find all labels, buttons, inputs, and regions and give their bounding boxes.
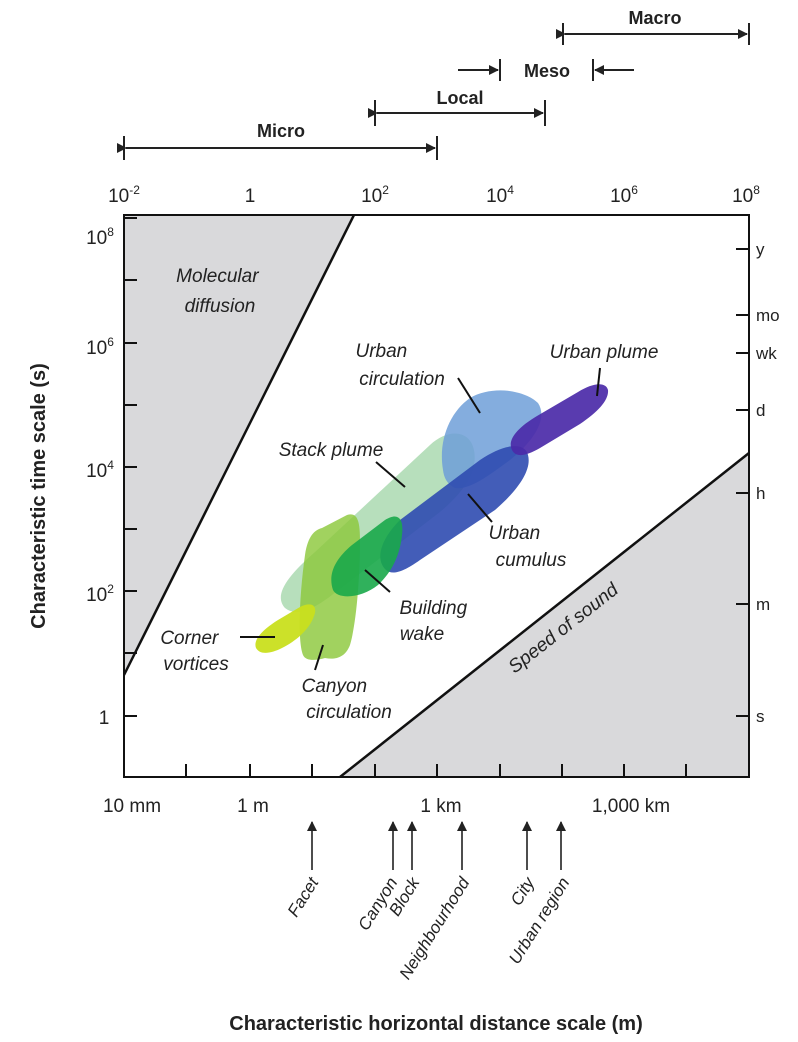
meso-label: Meso — [524, 61, 570, 81]
corner-vortices-blob — [255, 604, 316, 653]
unit-label: s — [756, 707, 765, 726]
top-tick: 106 — [610, 183, 638, 207]
phenomena-line: wake — [400, 624, 444, 645]
phenomena-labels: Urban plume Urban circulation Stack plum… — [160, 341, 658, 723]
unit-label: h — [756, 484, 765, 503]
building-wake-blob — [331, 516, 403, 597]
phenomena-line: circulation — [359, 369, 445, 390]
plot-area — [123, 214, 750, 778]
canyon-circulation-leader — [314, 644, 324, 671]
diffusion-word: diffusion — [185, 296, 256, 317]
top-tick: 1 — [245, 186, 256, 207]
top-tick: 104 — [486, 183, 514, 207]
local-label: Local — [436, 88, 483, 108]
phenomena-line: circulation — [306, 702, 392, 723]
macro-range: Macro — [556, 8, 750, 45]
bottom-tick: 10 mm — [103, 796, 161, 817]
urban-circulation-blob — [441, 390, 542, 489]
urban-plume-label: Urban plume — [550, 342, 659, 363]
macro-label: Macro — [628, 8, 681, 28]
building-wake-leader — [364, 569, 391, 593]
left-axis-ticks — [124, 217, 137, 717]
unit-label: m — [756, 595, 770, 614]
right-axis: y mo wk d h m s — [755, 240, 780, 726]
top-tick: 10-2 — [108, 183, 140, 207]
urban-cumulus-blob — [380, 446, 529, 573]
city-label: City — [507, 873, 539, 909]
phenomena-blobs — [255, 384, 609, 660]
molecular-word: Molecular — [176, 266, 259, 287]
phenomena-line: Urban — [488, 523, 540, 544]
leader-lines — [240, 367, 601, 671]
urban-plume-blob — [510, 384, 609, 456]
unit-label: d — [756, 401, 765, 420]
urban-circulation-label: Urban circulation — [355, 341, 444, 390]
bottom-axis: 10 mm 1 m 1 km 1,000 km — [103, 796, 670, 817]
top-tick: 108 — [732, 183, 760, 207]
unit-label: wk — [755, 344, 777, 363]
urban-cumulus-label: Urban cumulus — [488, 523, 566, 571]
unit-label: y — [756, 240, 765, 259]
phenomena-line: Urban — [355, 341, 407, 362]
bottom-tick: 1,000 km — [592, 796, 670, 817]
stack-plume-leader — [375, 461, 406, 488]
urban-unit-arrows — [307, 821, 566, 870]
left-tick: 104 — [86, 458, 114, 482]
facet-label: Facet — [284, 873, 323, 920]
left-tick: 1 — [99, 708, 110, 729]
molecular-diffusion-boundary — [124, 215, 356, 676]
urban-unit-labels: Facet Canyon Block Neighbourhood City Ur… — [284, 873, 574, 983]
top-tick: 102 — [361, 183, 389, 207]
phenomena-line: vortices — [163, 654, 229, 675]
urban-circulation-leader — [457, 377, 481, 414]
speed-of-sound-boundary — [339, 452, 749, 777]
urban-plume-leader — [596, 367, 601, 397]
molecular-diffusion-label: Molecular diffusion — [176, 266, 264, 317]
bottom-axis-title: Characteristic horizontal distance scale… — [229, 1013, 642, 1035]
scale-ranges: Macro Meso Local Micro — [117, 8, 750, 160]
unit-label: mo — [756, 306, 780, 325]
building-wake-label: Building wake — [400, 598, 473, 645]
left-tick: 106 — [86, 335, 114, 359]
urban-cumulus-leader — [467, 493, 493, 523]
local-range: Local — [368, 88, 546, 126]
phenomena-line: cumulus — [496, 550, 567, 571]
bottom-tick: 1 m — [237, 796, 269, 817]
corner-vortices-label: Corner vortices — [160, 628, 229, 675]
left-axis-title: Characteristic time scale (s) — [28, 363, 50, 629]
micro-label: Micro — [257, 121, 305, 141]
right-axis-ticks — [736, 248, 749, 717]
left-tick: 108 — [86, 225, 114, 249]
top-axis: 10-2 1 102 104 106 108 — [108, 183, 760, 207]
stack-plume-label: Stack plume — [279, 440, 384, 461]
micro-range: Micro — [117, 121, 438, 160]
canyon-circulation-blob — [299, 514, 360, 660]
bottom-tick: 1 km — [420, 796, 461, 817]
left-axis: 108 106 104 102 1 Characteristic time sc… — [28, 225, 114, 729]
canyon-circulation-label: Canyon circulation — [302, 676, 392, 723]
phenomena-line: Building — [400, 598, 468, 619]
bottom-axis-ticks — [185, 764, 687, 777]
phenomena-line: Canyon — [302, 676, 368, 697]
left-tick: 102 — [86, 582, 114, 606]
phenomena-line: Corner — [160, 628, 219, 649]
meso-range: Meso — [458, 59, 634, 81]
